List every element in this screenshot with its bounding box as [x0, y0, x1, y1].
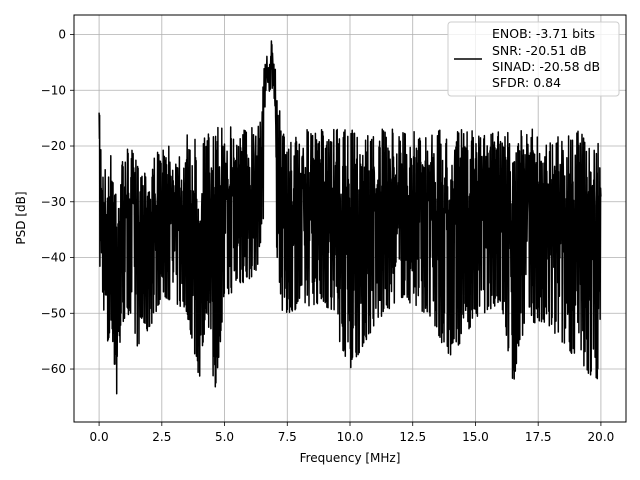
- x-tick-label: 7.5: [278, 430, 297, 444]
- y-tick-label: −40: [41, 251, 66, 265]
- x-tick-label: 10.0: [337, 430, 364, 444]
- x-tick-label: 0.0: [90, 430, 109, 444]
- x-axis-label: Frequency [MHz]: [300, 451, 401, 465]
- legend-line-sinad: SINAD: -20.58 dB: [492, 59, 600, 74]
- y-tick-label: −10: [41, 83, 66, 97]
- x-tick-label: 20.0: [588, 430, 615, 444]
- psd-trace: [98, 40, 602, 395]
- legend-box: [447, 21, 620, 97]
- psd-line: [98, 40, 602, 395]
- y-tick-label: −20: [41, 139, 66, 153]
- y-tick-label: −60: [41, 362, 66, 376]
- legend-line-sfdr: SFDR: 0.84: [492, 75, 561, 90]
- x-tick-label: 15.0: [462, 430, 489, 444]
- x-axis: 0.0 2.5 5.0 7.5 10.0 12.5 15.0 17.5 20.0: [90, 422, 615, 444]
- legend: ENOB: -3.71 bits SNR: -20.51 dB SINAD: -…: [447, 21, 620, 97]
- x-tick-label: 17.5: [525, 430, 552, 444]
- y-axis: 0 −10 −20 −30 −40 −50 −60: [41, 28, 74, 376]
- legend-line-enob: ENOB: -3.71 bits: [492, 26, 595, 41]
- y-tick-label: −50: [41, 306, 66, 320]
- x-tick-label: 2.5: [152, 430, 171, 444]
- x-tick-label: 12.5: [399, 430, 426, 444]
- legend-line-snr: SNR: -20.51 dB: [492, 43, 587, 58]
- y-tick-label: 0: [58, 28, 66, 42]
- y-tick-label: −30: [41, 195, 66, 209]
- x-tick-label: 5.0: [215, 430, 234, 444]
- y-axis-label: PSD [dB]: [14, 191, 28, 244]
